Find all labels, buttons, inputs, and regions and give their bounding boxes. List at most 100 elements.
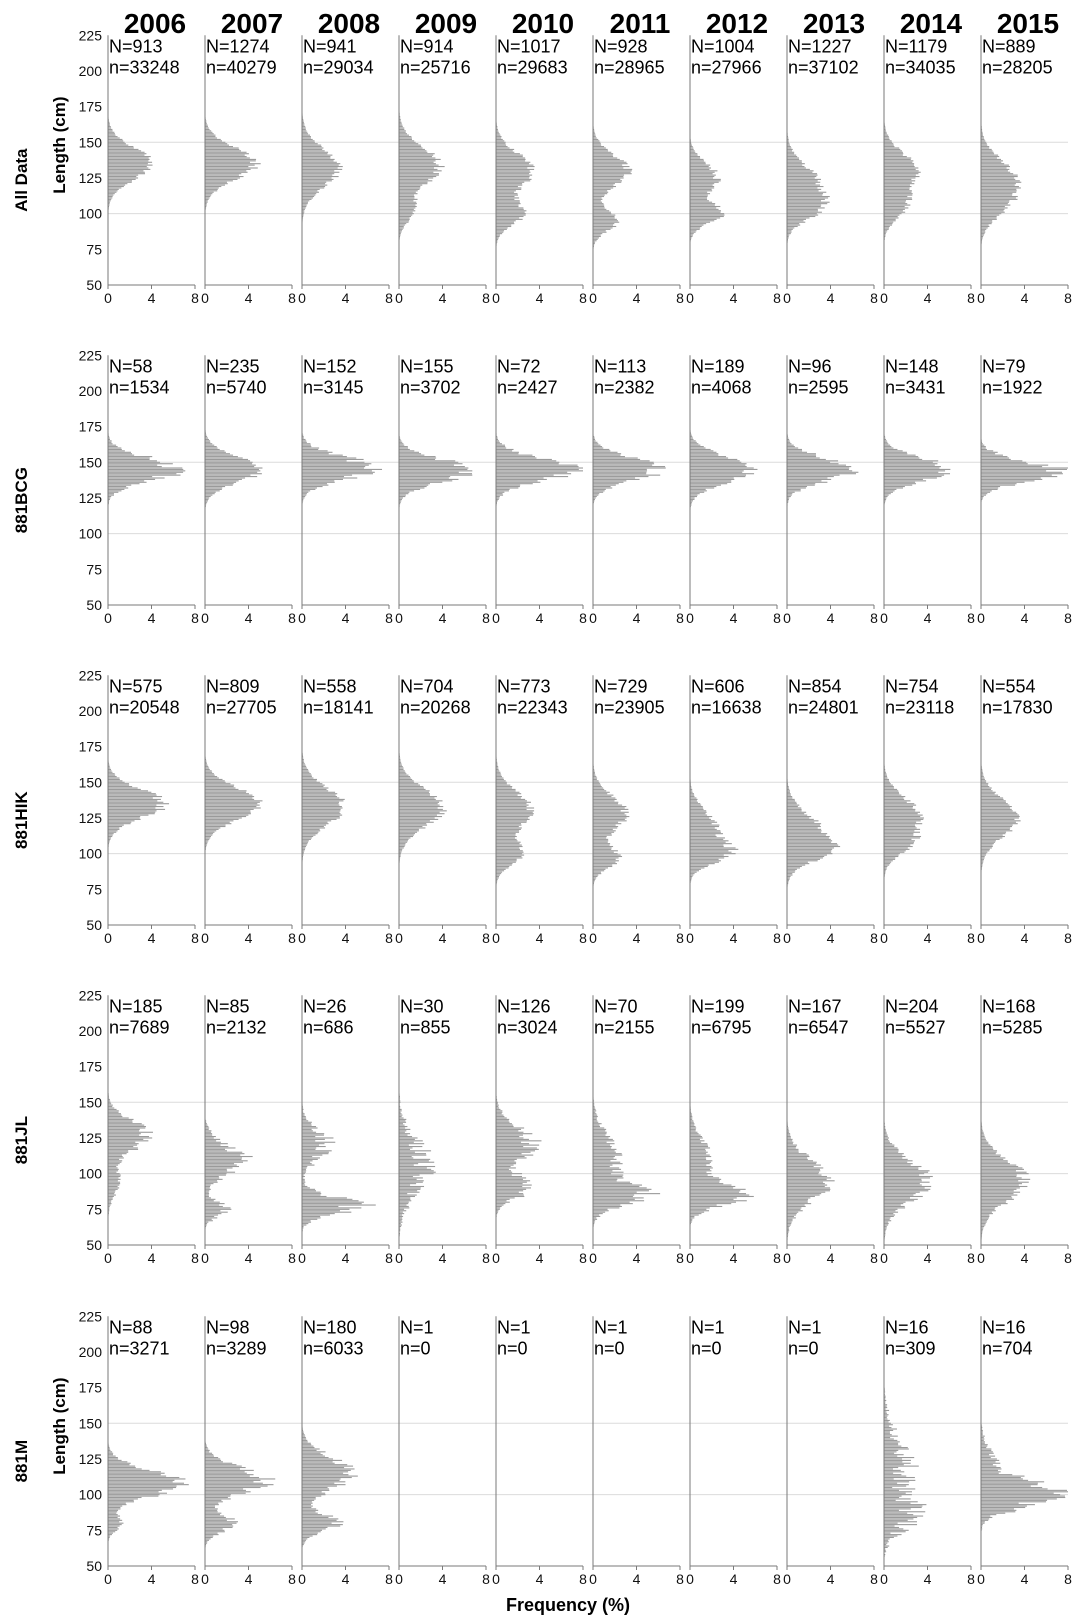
bar: [302, 840, 309, 842]
sample-count-n: n=0: [788, 1338, 819, 1358]
bar: [205, 493, 215, 495]
x-tick-label: 4: [827, 930, 835, 946]
bar: [205, 1462, 233, 1464]
bar: [302, 174, 333, 176]
bar: [884, 1437, 891, 1439]
sample-count-n: n=2155: [594, 1017, 655, 1037]
bar: [787, 1183, 825, 1185]
bar: [108, 1491, 159, 1493]
bar: [108, 1137, 153, 1139]
bar: [302, 1494, 326, 1496]
bar: [593, 1168, 622, 1170]
bar: [884, 780, 890, 782]
bar: [593, 146, 605, 148]
bar: [496, 161, 531, 163]
bar: [690, 804, 702, 806]
bar: [496, 187, 522, 189]
bar: [787, 138, 789, 140]
bar: [302, 1195, 327, 1198]
bar: [787, 157, 799, 159]
bar: [205, 200, 208, 202]
bar: [981, 833, 1006, 835]
bar: [108, 1171, 117, 1173]
row-label: 881HIK: [12, 791, 31, 849]
bar: [496, 787, 512, 789]
bar: [884, 1141, 890, 1143]
bar: [108, 193, 115, 195]
bar: [205, 1153, 245, 1155]
bar: [787, 1201, 808, 1203]
bar: [496, 803, 527, 805]
bar: [884, 851, 905, 853]
bar: [884, 1432, 890, 1434]
bar: [399, 1153, 427, 1155]
bar: [884, 453, 908, 455]
bar: [690, 177, 713, 179]
bar: [593, 844, 610, 846]
bar: [884, 1482, 898, 1484]
bar: [690, 828, 717, 830]
bar: [787, 220, 804, 222]
x-tick-label: 4: [1021, 930, 1029, 946]
bar: [981, 828, 1010, 830]
bar: [787, 213, 817, 215]
bar: [108, 1163, 120, 1165]
bar: [496, 1181, 527, 1183]
bar: [399, 494, 406, 496]
bar: [496, 1180, 531, 1182]
bar: [302, 811, 340, 813]
bar: [690, 796, 695, 798]
bar: [108, 156, 151, 158]
bar: [981, 1464, 993, 1466]
bar: [884, 443, 889, 445]
bar: [981, 488, 998, 490]
bar: [787, 1141, 794, 1143]
bar: [884, 1398, 886, 1400]
bar: [399, 1225, 402, 1227]
bar: [205, 156, 247, 158]
bar: [496, 820, 527, 822]
sample-count-n: n=1922: [982, 377, 1043, 397]
bar: [787, 816, 812, 818]
bar: [108, 763, 110, 765]
bar: [593, 176, 624, 178]
bar: [690, 817, 710, 819]
x-tick-label: 8: [1064, 1250, 1072, 1266]
bar: [302, 446, 312, 448]
bar: [108, 496, 112, 498]
bar: [302, 488, 316, 490]
bar: [787, 446, 795, 448]
bar: [981, 1508, 1014, 1510]
bar: [108, 491, 119, 493]
bar: [690, 213, 725, 215]
bar: [399, 855, 401, 858]
bar: [787, 173, 818, 175]
bar: [399, 150, 427, 152]
bar: [690, 854, 724, 856]
sample-count-N: N=148: [885, 356, 939, 376]
bar: [205, 828, 219, 830]
bar: [884, 451, 907, 453]
bar: [108, 1116, 123, 1118]
bar: [787, 215, 816, 218]
bar: [496, 855, 522, 858]
bar: [884, 1195, 923, 1198]
bar: [690, 178, 721, 180]
bar: [302, 1521, 344, 1523]
bar: [787, 851, 832, 853]
bar: [884, 1133, 887, 1135]
bar: [884, 1128, 886, 1130]
bar: [205, 1484, 274, 1486]
sample-count-N: N=854: [788, 676, 842, 696]
sample-count-N: N=1227: [788, 36, 852, 56]
bar: [884, 1208, 898, 1210]
bar: [302, 1193, 322, 1195]
bar: [399, 498, 403, 500]
bar: [205, 1183, 214, 1185]
bar: [496, 130, 499, 132]
bar: [690, 483, 728, 485]
bar: [302, 1495, 322, 1497]
bar: [690, 466, 747, 468]
